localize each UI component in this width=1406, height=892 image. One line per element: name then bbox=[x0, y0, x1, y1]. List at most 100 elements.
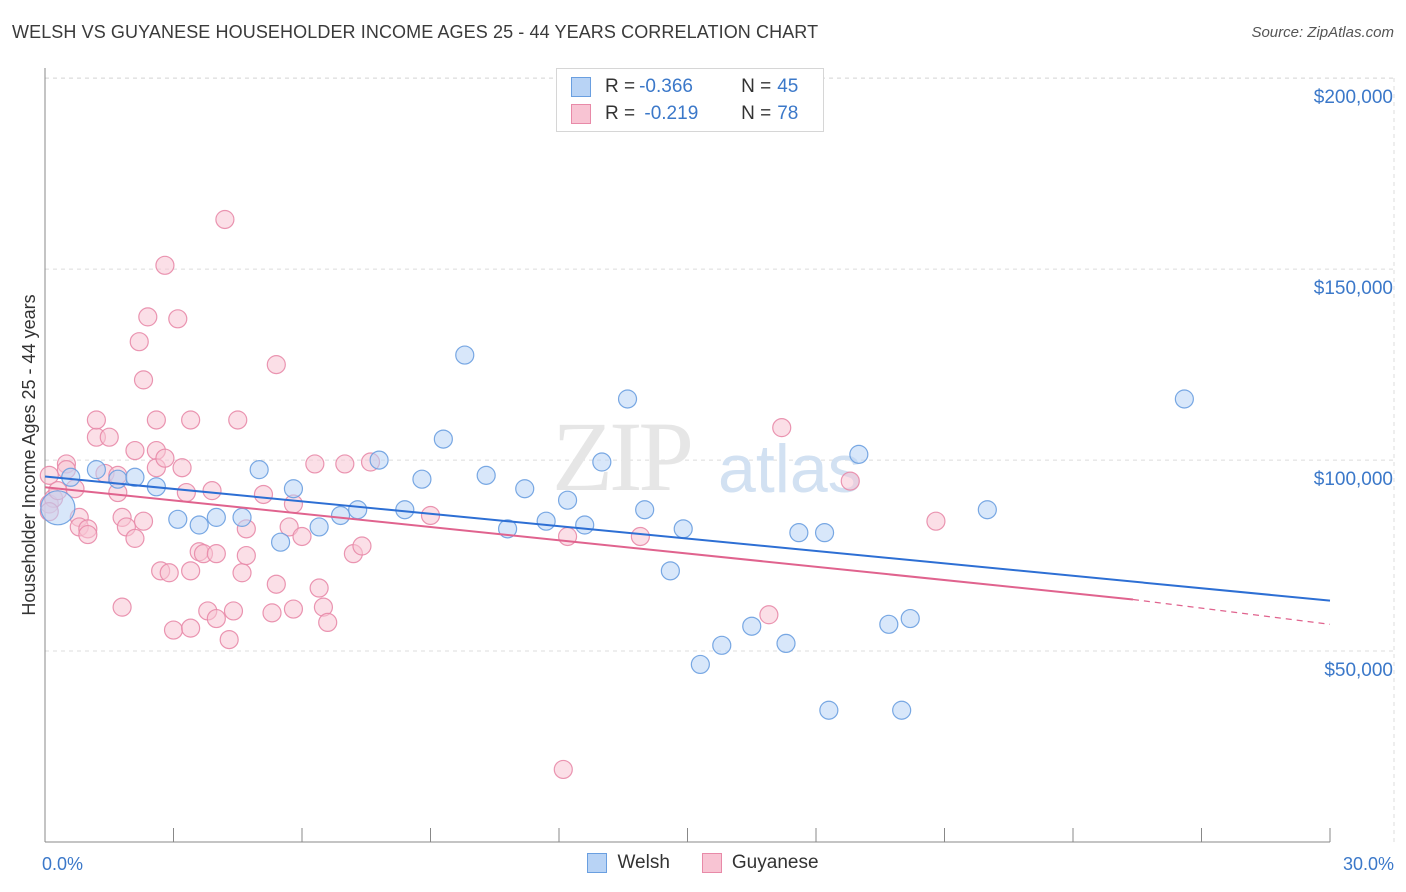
guyanese-point bbox=[129, 332, 149, 352]
welsh-swatch bbox=[571, 77, 591, 97]
guyanese-point bbox=[236, 545, 256, 566]
guyanese-swatch bbox=[571, 104, 591, 124]
welsh-trend-line bbox=[44, 475, 1331, 602]
welsh-point bbox=[61, 467, 81, 487]
welsh-point bbox=[168, 509, 188, 529]
watermark: ZIP atlas bbox=[552, 401, 862, 512]
r-label: R = bbox=[605, 103, 636, 124]
guyanese-point bbox=[163, 620, 184, 640]
guyanese-point bbox=[228, 410, 248, 430]
guyanese-trend-extension bbox=[1132, 598, 1331, 625]
welsh-point bbox=[900, 608, 920, 629]
guyanese-point bbox=[335, 454, 355, 474]
guyanese-point bbox=[630, 526, 650, 547]
welsh-point bbox=[40, 490, 76, 526]
y-axis-label: Householder Income Ages 25 - 44 years bbox=[19, 294, 39, 615]
welsh-point bbox=[673, 519, 693, 539]
guyanese-point bbox=[202, 481, 222, 501]
guyanese-point bbox=[232, 563, 252, 583]
welsh-point bbox=[232, 507, 252, 527]
guyanese-point bbox=[206, 608, 226, 629]
legend-label-welsh: Welsh bbox=[617, 852, 670, 873]
welsh-point bbox=[309, 517, 329, 537]
guyanese-point bbox=[266, 355, 286, 375]
n-value-guyanese: 78 bbox=[777, 103, 799, 124]
guyanese-point bbox=[219, 629, 239, 650]
welsh-point bbox=[108, 469, 128, 489]
welsh-point bbox=[592, 452, 612, 472]
guyanese-point bbox=[759, 605, 779, 625]
welsh-point bbox=[892, 700, 912, 720]
welsh-point bbox=[814, 523, 835, 543]
guyanese-point bbox=[181, 561, 201, 581]
guyanese-point bbox=[78, 524, 98, 545]
welsh-point bbox=[660, 561, 680, 581]
guyanese-point bbox=[772, 418, 792, 438]
welsh-point bbox=[789, 523, 809, 543]
guyanese-point bbox=[215, 209, 235, 230]
welsh-point bbox=[498, 519, 518, 539]
data-points bbox=[39, 209, 1194, 780]
guyanese-point bbox=[39, 465, 59, 485]
guyanese-point bbox=[172, 458, 192, 478]
welsh-swatch bbox=[587, 853, 608, 873]
guyanese-trend-line bbox=[44, 486, 1134, 601]
guyanese-point bbox=[262, 603, 282, 623]
welsh-point bbox=[712, 635, 732, 655]
guyanese-point bbox=[206, 544, 226, 564]
welsh-point bbox=[515, 479, 535, 499]
guyanese-swatch bbox=[701, 853, 722, 873]
watermark-zip: ZIP bbox=[552, 401, 690, 512]
legend-row-welsh: R = -0.366 N = 45 bbox=[571, 74, 798, 100]
legend-item-welsh[interactable]: Welsh bbox=[587, 852, 670, 874]
legend-row-guyanese: R = -0.219 N = 78 bbox=[571, 101, 798, 127]
welsh-point bbox=[206, 507, 226, 527]
welsh-point bbox=[617, 389, 638, 409]
guyanese-point bbox=[283, 599, 304, 619]
welsh-point bbox=[557, 490, 578, 510]
x-tick-label-min: 0.0% bbox=[42, 854, 83, 874]
series-legend: Welsh Guyanese bbox=[0, 852, 1406, 874]
watermark-atlas: atlas bbox=[718, 431, 862, 507]
welsh-point bbox=[742, 616, 762, 636]
guyanese-point bbox=[146, 410, 166, 430]
guyanese-point bbox=[420, 505, 441, 526]
welsh-point bbox=[249, 460, 269, 480]
guyanese-point bbox=[181, 618, 201, 638]
welsh-point bbox=[536, 511, 556, 531]
guyanese-point bbox=[292, 526, 312, 547]
n-value-welsh: 45 bbox=[777, 76, 799, 97]
trend-lines bbox=[44, 475, 1331, 625]
welsh-point bbox=[412, 469, 432, 489]
welsh-point bbox=[879, 614, 899, 634]
guyanese-point bbox=[352, 536, 372, 556]
welsh-point bbox=[369, 450, 389, 470]
guyanese-point bbox=[99, 427, 119, 447]
welsh-point bbox=[433, 429, 453, 449]
guyanese-point bbox=[159, 563, 179, 583]
welsh-point bbox=[849, 444, 869, 464]
welsh-point bbox=[283, 479, 304, 499]
y-tick-labels: $50,000 $100,000 $150,000 $200,000 bbox=[1314, 87, 1393, 681]
guyanese-point bbox=[168, 309, 188, 329]
guyanese-point bbox=[253, 484, 274, 505]
stats-legend: R = -0.366 N = 45 R = -0.219 N = 78 bbox=[556, 68, 824, 132]
source-credit: Source: ZipAtlas.com bbox=[1251, 24, 1394, 41]
n-label: N = bbox=[741, 103, 772, 124]
guyanese-point bbox=[133, 511, 154, 531]
legend-item-guyanese[interactable]: Guyanese bbox=[701, 852, 819, 874]
welsh-point bbox=[977, 500, 997, 520]
x-tick-label-max: 30.0% bbox=[1343, 854, 1394, 874]
guyanese-point bbox=[112, 597, 132, 617]
guyanese-point bbox=[926, 511, 946, 531]
welsh-point bbox=[575, 515, 595, 535]
welsh-point bbox=[348, 500, 368, 520]
guyanese-point bbox=[309, 578, 329, 598]
welsh-point bbox=[476, 465, 496, 485]
guyanese-point bbox=[176, 482, 196, 503]
guyanese-point bbox=[223, 601, 244, 621]
welsh-point bbox=[1174, 389, 1194, 409]
guyanese-point bbox=[318, 612, 338, 633]
guyanese-point bbox=[86, 410, 107, 430]
